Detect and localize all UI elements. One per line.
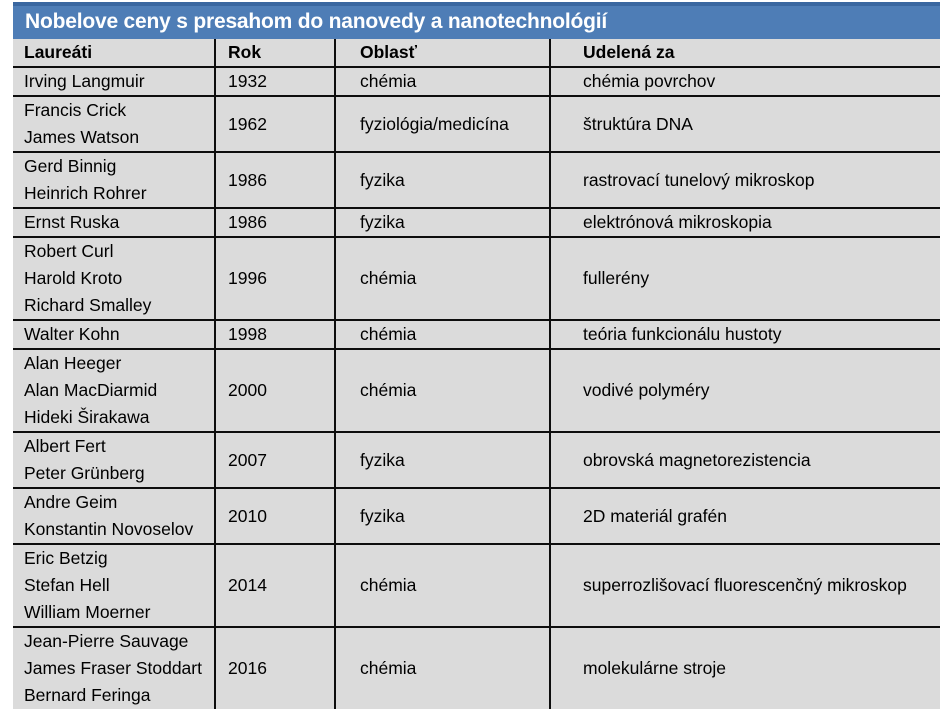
laureate-name: James Watson (24, 127, 140, 147)
year-cell: 2007 (214, 431, 336, 489)
awarded-for-cell: superrozlišovací fluorescenčný mikroskop (549, 543, 941, 628)
field-cell: chémia (334, 66, 551, 97)
header-row: Laureáti Rok Oblasť Udelená za (12, 38, 941, 68)
laureates-cell: Eric Betzig Stefan Hell William Moerner (12, 543, 216, 628)
col-header-field: Oblasť (334, 38, 551, 68)
table-body: Irving Langmuir 1932 chémia chémia povrchov… (12, 66, 941, 709)
awarded-for-cell: obrovská magnetorezistencia (549, 431, 941, 489)
laureates-cell: Robert Curl Harold Kroto Richard Smalley (12, 236, 216, 321)
laureates-cell: Irving Langmuir (12, 66, 216, 97)
laureate-name: Harold Kroto (24, 268, 123, 288)
laureates-cell: Francis Crick James Watson (12, 95, 216, 153)
year-cell: 2000 (214, 348, 336, 433)
table-row: Andre Geim Konstantin Novoselov 2010 fyzika… (12, 487, 941, 545)
table-row: Eric Betzig Stefan Hell William Moerner 201… (12, 543, 941, 628)
nobel-prizes-figure: Nobelove ceny s presahom do nanovedy a n… (12, 2, 941, 709)
field-cell: fyzika (334, 487, 551, 545)
laureates-cell: Ernst Ruska (12, 207, 216, 238)
table-row: Robert Curl Harold Kroto Richard Smalley 19… (12, 236, 941, 321)
laureate-name: Irving Langmuir (24, 71, 145, 91)
year-cell: 1932 (214, 66, 336, 97)
table-row: Walter Kohn 1998 chémia teória funkcionálu … (12, 319, 941, 350)
table-header: Laureáti Rok Oblasť Udelená za (12, 38, 941, 68)
awarded-for-cell: elektrónová mikroskopia (549, 207, 941, 238)
table-row: Ernst Ruska 1986 fyzika elektrónová mikrosk… (12, 207, 941, 238)
awarded-for-cell: fullerény (549, 236, 941, 321)
field-cell: fyzika (334, 431, 551, 489)
awarded-for-cell: teória funkcionálu hustoty (549, 319, 941, 350)
year-cell: 1996 (214, 236, 336, 321)
year-cell: 1962 (214, 95, 336, 153)
laureate-name: Peter Grünberg (24, 463, 145, 483)
col-header-awarded-for: Udelená za (549, 38, 941, 68)
laureate-name: Ernst Ruska (24, 212, 120, 232)
laureate-name: Eric Betzig (24, 548, 108, 568)
laureate-name: Francis Crick (24, 100, 127, 120)
table-row: Francis Crick James Watson 1962 fyziológia/… (12, 95, 941, 153)
laureate-name: James Fraser Stoddart (24, 658, 202, 678)
awarded-for-cell: rastrovací tunelový mikroskop (549, 151, 941, 209)
year-cell: 2010 (214, 487, 336, 545)
laureate-name: Jean-Pierre Sauvage (24, 631, 189, 651)
laureates-cell: Walter Kohn (12, 319, 216, 350)
laureate-name: Andre Geim (24, 492, 118, 512)
year-cell: 1986 (214, 151, 336, 209)
col-header-year: Rok (214, 38, 336, 68)
laureate-name: Konstantin Novoselov (24, 519, 194, 539)
year-cell: 2016 (214, 626, 336, 709)
laureate-name: Alan Heeger (24, 353, 122, 373)
year-cell: 1986 (214, 207, 336, 238)
awarded-for-cell: 2D materiál grafén (549, 487, 941, 545)
field-cell: chémia (334, 348, 551, 433)
awarded-for-cell: molekulárne stroje (549, 626, 941, 709)
laureate-name: Albert Fert (24, 436, 106, 456)
table-row: Gerd Binnig Heinrich Rohrer 1986 fyzika rast… (12, 151, 941, 209)
field-cell: chémia (334, 236, 551, 321)
awarded-for-cell: štruktúra DNA (549, 95, 941, 153)
table-row: Albert Fert Peter Grünberg 2007 fyzika obrov… (12, 431, 941, 489)
field-cell: chémia (334, 319, 551, 350)
laureate-name: Robert Curl (24, 241, 114, 261)
awarded-for-cell: chémia povrchov (549, 66, 941, 97)
field-cell: chémia (334, 543, 551, 628)
awarded-for-cell: vodivé polyméry (549, 348, 941, 433)
laureates-cell: Gerd Binnig Heinrich Rohrer (12, 151, 216, 209)
year-cell: 2014 (214, 543, 336, 628)
laureates-cell: Albert Fert Peter Grünberg (12, 431, 216, 489)
laureate-name: Walter Kohn (24, 324, 120, 344)
table-row: Jean-Pierre Sauvage James Fraser Stoddart… (12, 626, 941, 709)
nobel-prizes-table: Laureáti Rok Oblasť Udelená za Irving La… (12, 38, 941, 709)
laureate-name: Hideki Širakawa (24, 407, 150, 427)
field-cell: fyziológia/medicína (334, 95, 551, 153)
laureate-name: Gerd Binnig (24, 156, 117, 176)
table-row: Irving Langmuir 1932 chémia chémia povrchov (12, 66, 941, 97)
year-cell: 1998 (214, 319, 336, 350)
laureate-name: Stefan Hell (24, 575, 110, 595)
laureates-cell: Alan Heeger Alan MacDiarmid Hideki Širakaw… (12, 348, 216, 433)
laureate-name: Richard Smalley (24, 295, 152, 315)
col-header-laureates: Laureáti (12, 38, 216, 68)
field-cell: fyzika (334, 207, 551, 238)
laureate-name: Alan MacDiarmid (24, 380, 158, 400)
table-row: Alan Heeger Alan MacDiarmid Hideki Širakaw… (12, 348, 941, 433)
field-cell: fyzika (334, 151, 551, 209)
laureates-cell: Jean-Pierre Sauvage James Fraser Stoddart… (12, 626, 216, 709)
laureate-name: Heinrich Rohrer (24, 183, 147, 203)
field-cell: chémia (334, 626, 551, 709)
table-title: Nobelove ceny s presahom do nanovedy a n… (13, 2, 940, 39)
laureate-name: William Moerner (24, 602, 151, 622)
laureates-cell: Andre Geim Konstantin Novoselov (12, 487, 216, 545)
